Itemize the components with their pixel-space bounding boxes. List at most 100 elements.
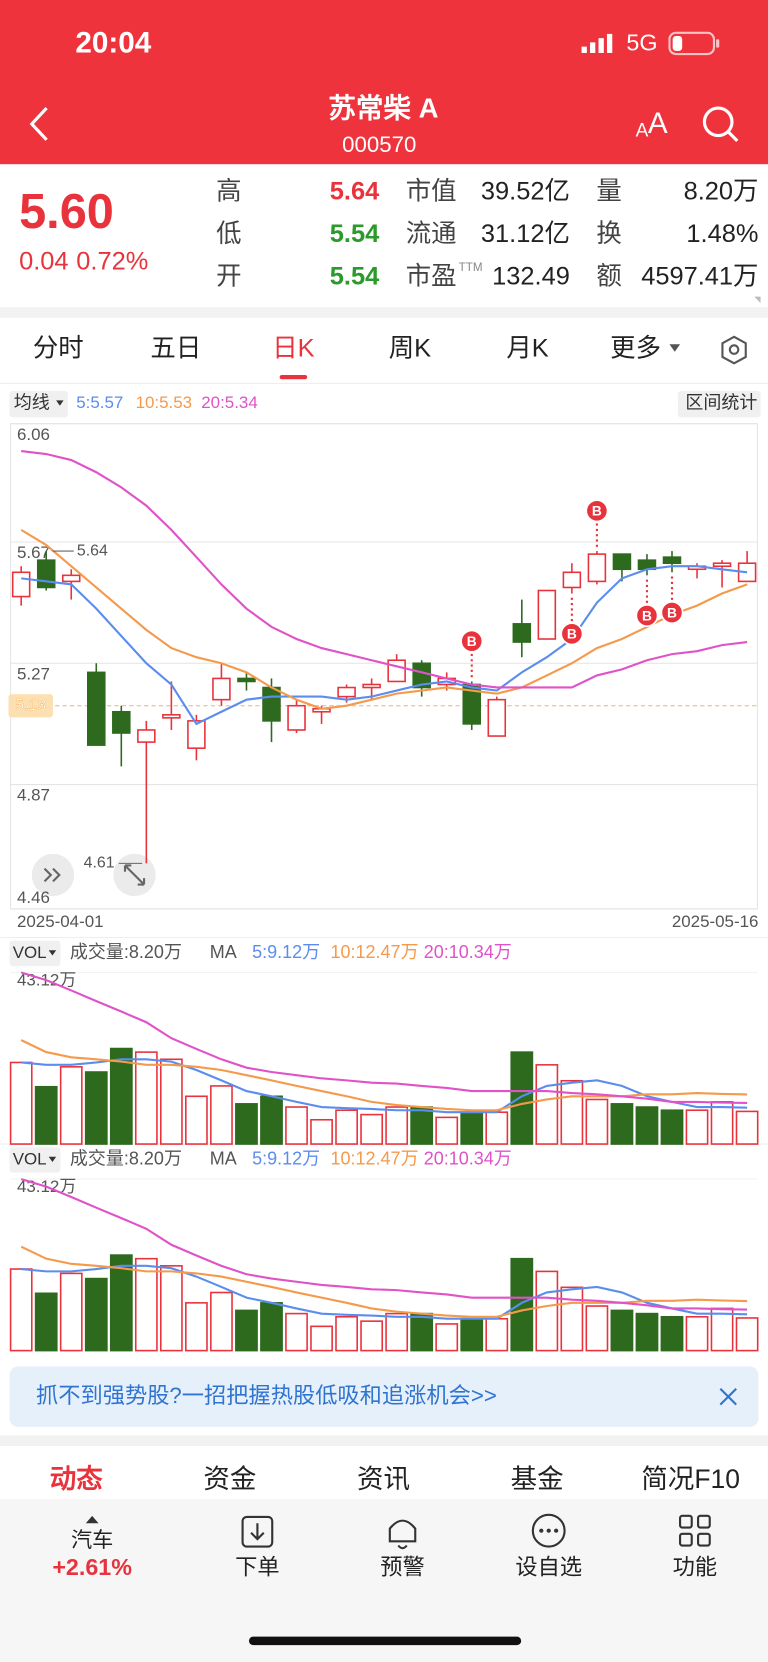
x-tick-label: 2025-05-16 (672, 912, 759, 931)
y-tick-label: 4.46 (17, 888, 50, 907)
signal-label: B (667, 605, 677, 620)
candle-body (112, 710, 131, 734)
toolbar-label[interactable]: 预警 (380, 1555, 424, 1580)
home-indicator (248, 1636, 522, 1646)
price: 5.60 (19, 185, 114, 239)
signal-icon (581, 33, 613, 53)
indicator-label: 均线 (14, 392, 50, 412)
zoom-button[interactable] (113, 853, 156, 897)
x-tick-label: 2025-04-01 (17, 912, 104, 931)
vol-button[interactable] (9, 1147, 61, 1173)
toolbar-label[interactable]: 功能 (673, 1555, 717, 1580)
volume-bar (335, 1315, 358, 1352)
sector-name[interactable]: 汽车 (71, 1528, 113, 1552)
vol-button[interactable] (9, 940, 61, 967)
indicator-button[interactable] (9, 390, 68, 418)
volume-bar (84, 1277, 108, 1352)
section-tab[interactable]: 基金 (511, 1464, 564, 1494)
volume-bar (210, 1291, 233, 1352)
candle-body (387, 659, 406, 683)
legend-entry: 10:5.53 (136, 393, 193, 412)
legend-entry: 20:10.34万 (424, 1149, 512, 1169)
tab[interactable]: 分时 (33, 334, 84, 362)
back-button[interactable] (29, 106, 48, 141)
expand-corner (754, 296, 761, 303)
vol-label: VOL (13, 943, 47, 962)
volume-bar (260, 1302, 283, 1352)
signal-badge (460, 629, 484, 653)
function-icon[interactable] (679, 1514, 711, 1547)
stock-code: 000570 (342, 132, 416, 157)
tab[interactable]: 周K (389, 334, 431, 362)
tab[interactable]: 月K (506, 334, 548, 362)
vol-ma-line (21, 1264, 748, 1320)
stat-value: 5.54 (330, 220, 379, 248)
order-icon[interactable] (241, 1515, 274, 1548)
volume-bar (735, 1317, 759, 1352)
volume-bar (660, 1109, 684, 1145)
separator (0, 307, 768, 318)
volume-bar (485, 1317, 509, 1352)
dropdown-arrow (48, 950, 57, 956)
toolbar-label[interactable]: 设自选 (515, 1555, 582, 1580)
vol-ma-line (20, 1178, 748, 1311)
stat-label: 开 (216, 262, 241, 290)
volume-bar (335, 1109, 358, 1145)
volume-bar (435, 1323, 459, 1352)
candle-body (262, 686, 281, 722)
volume-bar (510, 1051, 534, 1145)
settings-button[interactable] (721, 335, 747, 365)
stat-value: 5.54 (330, 262, 379, 290)
expand-button[interactable] (31, 853, 75, 897)
font-size-button[interactable]: A A (636, 107, 668, 142)
search-button[interactable] (702, 106, 739, 143)
change: 0.04 (19, 247, 68, 275)
ma-line (21, 565, 748, 726)
range-button[interactable] (677, 390, 761, 418)
volume-bar (585, 1098, 609, 1145)
volume-bar (34, 1292, 58, 1352)
volume-bar (560, 1079, 584, 1145)
legend-entry: 10:12.47万 (331, 1149, 419, 1169)
signal-label: B (567, 626, 577, 641)
candle-body (362, 683, 381, 689)
signal-label: B (592, 504, 602, 519)
tab[interactable]: 日K (272, 334, 314, 362)
section-tab[interactable]: 动态 (50, 1464, 103, 1494)
banner[interactable] (9, 1366, 759, 1427)
volume-bar (285, 1106, 308, 1145)
stat-label: 市值 (406, 178, 457, 206)
section-tab[interactable]: 资金 (203, 1464, 256, 1494)
chart-frame (10, 423, 758, 910)
tab[interactable]: 五日 (150, 334, 201, 362)
volume-bar (585, 1305, 609, 1352)
alert-icon[interactable] (388, 1519, 417, 1550)
volume-bar (310, 1325, 333, 1352)
toolbar-label[interactable]: 下单 (235, 1555, 279, 1580)
volume-bar (360, 1320, 384, 1352)
candle-body (337, 686, 356, 698)
section-tab[interactable]: 资讯 (357, 1464, 410, 1494)
dropdown-arrow (56, 400, 64, 406)
volume-bar (510, 1257, 534, 1352)
volume-bar (460, 1317, 484, 1352)
volume-bar (635, 1312, 659, 1352)
min-label: 4.61 (84, 855, 115, 872)
section-tab[interactable]: 简况F10 (641, 1464, 740, 1494)
volume-bar (460, 1111, 484, 1145)
dropdown-arrow (48, 1156, 57, 1163)
ma-line (20, 528, 748, 710)
vol-total: 成交量:8.20万 (70, 942, 182, 962)
vol-ma-line (20, 971, 748, 1105)
volume-bar (610, 1309, 634, 1352)
tab[interactable]: 更多 (610, 334, 661, 362)
candle-body (187, 720, 206, 749)
watch-icon[interactable] (531, 1513, 566, 1548)
candle-body (587, 553, 607, 583)
ma-line (21, 449, 748, 689)
candle-body (87, 671, 106, 746)
banner-text[interactable]: 抓不到强势股?一招把握热股低吸和追涨机会>> (36, 1383, 497, 1408)
vol-ma-label: MA (210, 1149, 237, 1169)
volume-bar (235, 1309, 258, 1352)
banner-close[interactable] (719, 1387, 737, 1406)
